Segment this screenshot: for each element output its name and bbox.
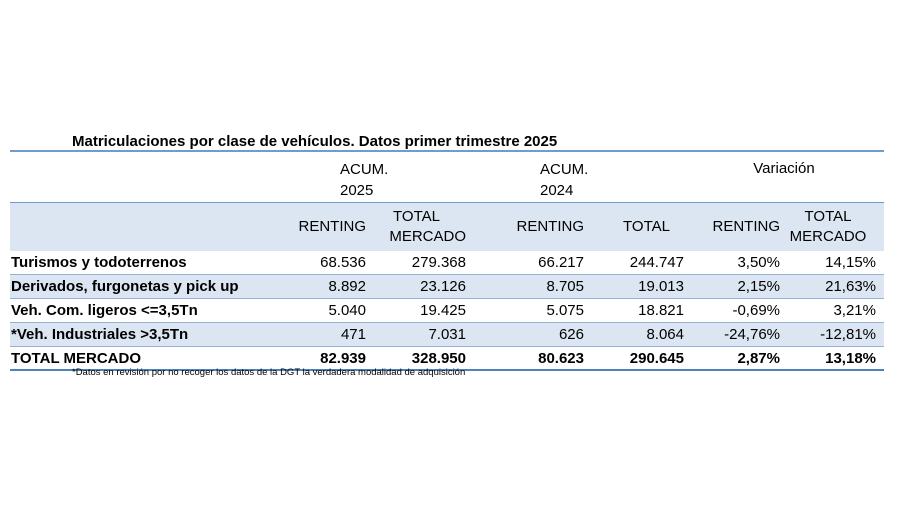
cell-var-total: -12,81% [820,326,876,343]
header-total-variacion: TOTAL MERCADO [780,203,876,251]
cell-total-2024: 19.013 [638,278,684,295]
row-label: Veh. Com. ligeros <=3,5Tn [11,302,198,319]
total-renting-2024: 80.623 [538,349,584,367]
cell-total-2025: 19.425 [420,302,466,319]
header-total-2025: TOTAL MERCADO [366,203,466,251]
header-total-variacion-line1: TOTAL [804,208,852,225]
cell-renting-2025: 8.892 [328,278,366,295]
total-total-2024: 290.645 [629,349,684,367]
total-var-renting: 2,87% [737,349,780,367]
header-row-columns: RENTING TOTAL MERCADO RENTING TOTAL RENT… [10,202,884,251]
total-total-2025: 328.950 [411,349,466,367]
total-label: TOTAL MERCADO [11,349,141,367]
cell-var-renting: -24,76% [724,326,780,343]
total-var-total: 13,18% [825,349,876,367]
table-row: Turismos y todoterrenos 68.536 279.368 6… [10,251,884,275]
cell-var-total: 21,63% [825,278,876,295]
header-acum-2024: ACUM. 2024 [540,152,626,202]
header-total-variacion-line2: MERCADO [789,228,867,245]
table-row: Veh. Com. ligeros <=3,5Tn 5.040 19.425 5… [10,299,884,323]
header-acum-2024-line1: ACUM. [540,161,589,178]
cell-var-renting: 3,50% [737,254,780,271]
row-label: Derivados, furgonetas y pick up [11,278,239,295]
header-acum-2025-line1: ACUM. [340,161,389,178]
table-title: Matriculaciones por clase de vehículos. … [72,133,558,150]
cell-var-total: 14,15% [825,254,876,271]
cell-renting-2025: 5.040 [328,302,366,319]
header-variacion: Variación [753,160,815,177]
header-acum-2025-line2: 2025 [340,182,374,199]
header-acum-2024-line2: 2024 [540,182,574,199]
total-row: TOTAL MERCADO 82.939 328.950 80.623 290.… [10,347,884,371]
cell-total-2024: 244.747 [629,254,684,271]
cell-var-renting: 2,15% [737,278,780,295]
cell-var-total: 3,21% [833,302,876,319]
table-row: Derivados, furgonetas y pick up 8.892 23… [10,275,884,299]
row-label: Turismos y todoterrenos [11,254,187,271]
cell-renting-2025: 471 [340,326,366,343]
cell-renting-2025: 68.536 [320,254,366,271]
cell-renting-2024: 5.075 [546,302,584,319]
header-renting-2025: RENTING [298,218,367,235]
total-renting-2025: 82.939 [320,349,366,367]
header-row-period: ACUM. 2025 ACUM. 2024 Variación [10,152,884,202]
table-row: *Veh. Industriales >3,5Tn 471 7.031 626 … [10,323,884,347]
registrations-table: ACUM. 2025 ACUM. 2024 Variación RENTING … [10,150,884,371]
header-renting-2024: RENTING [516,218,585,235]
header-total-2024: TOTAL [623,218,670,235]
header-acum-2025: ACUM. 2025 [340,152,426,202]
cell-var-renting: -0,69% [732,302,780,319]
header-renting-variacion: RENTING [712,218,781,235]
cell-total-2025: 279.368 [411,254,466,271]
row-label: *Veh. Industriales >3,5Tn [11,326,189,343]
footnote: *Datos en revisión por no recoger los da… [72,367,466,378]
cell-total-2025: 7.031 [428,326,466,343]
cell-total-2025: 23.126 [420,278,466,295]
header-total-2025-line2: MERCADO [389,228,466,245]
cell-total-2024: 8.064 [646,326,684,343]
cell-total-2024: 18.821 [638,302,684,319]
header-total-2025-line1: TOTAL [393,208,440,225]
cell-renting-2024: 626 [558,326,584,343]
cell-renting-2024: 8.705 [546,278,584,295]
cell-renting-2024: 66.217 [538,254,584,271]
